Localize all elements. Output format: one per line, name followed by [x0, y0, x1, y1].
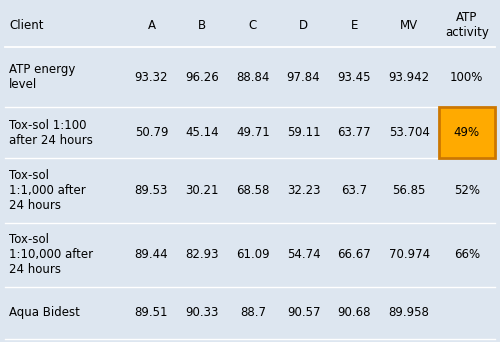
Text: Client: Client — [9, 19, 43, 32]
Text: 70.974: 70.974 — [388, 248, 430, 261]
Text: 88.84: 88.84 — [236, 70, 270, 83]
Bar — [228, 223, 278, 287]
Bar — [177, 287, 228, 339]
Text: 56.85: 56.85 — [392, 184, 426, 197]
Text: Aqua Bidest: Aqua Bidest — [9, 306, 80, 319]
Text: MV: MV — [400, 19, 418, 32]
Bar — [380, 287, 438, 339]
Text: B: B — [198, 19, 206, 32]
Bar — [5, 158, 126, 223]
Text: 93.942: 93.942 — [388, 70, 430, 83]
Bar — [438, 3, 495, 48]
Bar — [5, 3, 126, 48]
Bar — [5, 107, 126, 158]
Bar — [228, 287, 278, 339]
Bar — [177, 48, 228, 107]
Text: 88.7: 88.7 — [240, 306, 266, 319]
Text: 89.958: 89.958 — [388, 306, 430, 319]
Text: 54.74: 54.74 — [286, 248, 320, 261]
Bar — [228, 48, 278, 107]
Text: Tox-sol
1:10,000 after
24 hours: Tox-sol 1:10,000 after 24 hours — [9, 233, 93, 276]
Text: C: C — [248, 19, 257, 32]
Text: 49%: 49% — [454, 126, 480, 139]
Bar — [438, 158, 495, 223]
Text: 52%: 52% — [454, 184, 480, 197]
Bar — [329, 287, 380, 339]
Bar — [5, 48, 126, 107]
Text: 68.58: 68.58 — [236, 184, 270, 197]
Bar — [380, 3, 438, 48]
Bar — [278, 48, 329, 107]
Text: 32.23: 32.23 — [287, 184, 320, 197]
Bar — [329, 107, 380, 158]
Text: 61.09: 61.09 — [236, 248, 270, 261]
Bar — [177, 107, 228, 158]
Bar — [329, 48, 380, 107]
Bar — [228, 3, 278, 48]
Bar — [228, 158, 278, 223]
Text: ATP energy
level: ATP energy level — [9, 63, 76, 91]
Text: 90.33: 90.33 — [186, 306, 219, 319]
Text: 63.77: 63.77 — [338, 126, 371, 139]
Text: D: D — [299, 19, 308, 32]
Bar — [329, 223, 380, 287]
Text: 93.32: 93.32 — [134, 70, 168, 83]
Text: 66%: 66% — [454, 248, 480, 261]
Text: Tox-sol 1:100
after 24 hours: Tox-sol 1:100 after 24 hours — [9, 119, 93, 147]
Text: 30.21: 30.21 — [186, 184, 219, 197]
Text: 45.14: 45.14 — [186, 126, 219, 139]
Text: 82.93: 82.93 — [186, 248, 219, 261]
Bar — [126, 3, 177, 48]
Bar — [380, 223, 438, 287]
Text: 49.71: 49.71 — [236, 126, 270, 139]
Text: Tox-sol
1:1,000 after
24 hours: Tox-sol 1:1,000 after 24 hours — [9, 169, 86, 212]
Bar — [438, 107, 495, 158]
Bar — [438, 223, 495, 287]
Bar — [278, 158, 329, 223]
Text: 59.11: 59.11 — [286, 126, 320, 139]
Text: 89.53: 89.53 — [134, 184, 168, 197]
Bar — [126, 223, 177, 287]
Text: 50.79: 50.79 — [134, 126, 168, 139]
Text: 89.44: 89.44 — [134, 248, 168, 261]
Bar — [126, 287, 177, 339]
Text: 89.51: 89.51 — [134, 306, 168, 319]
Text: E: E — [350, 19, 358, 32]
Bar — [5, 223, 126, 287]
Text: 93.45: 93.45 — [338, 70, 371, 83]
Text: 96.26: 96.26 — [186, 70, 219, 83]
Text: 90.57: 90.57 — [287, 306, 320, 319]
Bar — [380, 48, 438, 107]
Bar — [5, 287, 126, 339]
Bar — [126, 48, 177, 107]
Bar — [278, 107, 329, 158]
Text: 100%: 100% — [450, 70, 484, 83]
Bar — [278, 223, 329, 287]
Text: 90.68: 90.68 — [338, 306, 371, 319]
Bar — [278, 287, 329, 339]
Bar — [438, 107, 495, 158]
Text: 97.84: 97.84 — [286, 70, 320, 83]
Bar — [177, 223, 228, 287]
Bar — [380, 107, 438, 158]
Bar — [278, 3, 329, 48]
Bar — [126, 158, 177, 223]
Bar — [329, 3, 380, 48]
Text: 53.704: 53.704 — [388, 126, 430, 139]
Bar — [438, 287, 495, 339]
Bar — [438, 48, 495, 107]
Text: A: A — [148, 19, 156, 32]
Text: 66.67: 66.67 — [338, 248, 371, 261]
Bar — [380, 158, 438, 223]
Text: ATP
activity: ATP activity — [445, 11, 489, 39]
Bar — [228, 107, 278, 158]
Bar — [177, 3, 228, 48]
Bar — [177, 158, 228, 223]
Bar — [126, 107, 177, 158]
Bar — [329, 158, 380, 223]
Text: 63.7: 63.7 — [341, 184, 367, 197]
